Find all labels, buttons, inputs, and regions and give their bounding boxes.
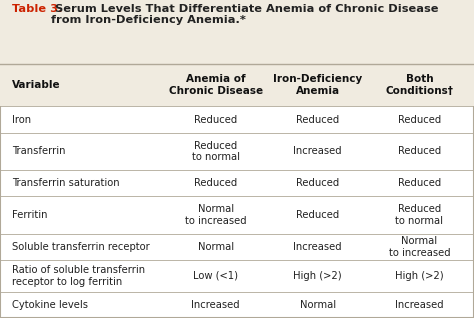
Text: Low (<1): Low (<1) — [193, 271, 238, 281]
Text: Reduced: Reduced — [194, 178, 237, 188]
Text: Increased: Increased — [293, 146, 342, 156]
Text: Soluble transferrin receptor: Soluble transferrin receptor — [12, 242, 150, 252]
Text: Reduced
to normal: Reduced to normal — [191, 141, 240, 162]
Text: Reduced: Reduced — [398, 178, 441, 188]
Text: Increased: Increased — [293, 242, 342, 252]
Text: High (>2): High (>2) — [293, 271, 342, 281]
Text: Reduced: Reduced — [296, 210, 339, 220]
Text: Both
Conditions†: Both Conditions† — [385, 74, 454, 96]
Text: Reduced: Reduced — [296, 114, 339, 125]
Text: Ferritin: Ferritin — [12, 210, 47, 220]
Text: Reduced: Reduced — [296, 178, 339, 188]
Text: Cytokine levels: Cytokine levels — [12, 300, 88, 310]
Text: Iron: Iron — [12, 114, 31, 125]
Text: Anemia of
Chronic Disease: Anemia of Chronic Disease — [169, 74, 263, 96]
Text: Normal: Normal — [198, 242, 234, 252]
Text: Normal: Normal — [300, 300, 336, 310]
Text: Increased: Increased — [191, 300, 240, 310]
Bar — [0, 64, 474, 107]
Text: Variable: Variable — [12, 80, 61, 90]
Text: High (>2): High (>2) — [395, 271, 444, 281]
Bar — [0, 0, 474, 64]
Text: Serum Levels That Differentiate Anemia of Chronic Disease
from Iron-Deficiency A: Serum Levels That Differentiate Anemia o… — [51, 4, 438, 25]
Text: Ratio of soluble transferrin
receptor to log ferritin: Ratio of soluble transferrin receptor to… — [12, 265, 145, 287]
Text: Table 3.: Table 3. — [12, 4, 63, 14]
Text: Increased: Increased — [395, 300, 444, 310]
Text: Transferrin saturation: Transferrin saturation — [12, 178, 119, 188]
Text: Reduced: Reduced — [398, 146, 441, 156]
Text: Transferrin: Transferrin — [12, 146, 65, 156]
Text: Reduced
to normal: Reduced to normal — [395, 204, 444, 226]
Text: Reduced: Reduced — [398, 114, 441, 125]
Text: Iron-Deficiency
Anemia: Iron-Deficiency Anemia — [273, 74, 362, 96]
Text: Normal
to increased: Normal to increased — [389, 236, 450, 258]
Text: Reduced: Reduced — [194, 114, 237, 125]
Text: Normal
to increased: Normal to increased — [185, 204, 246, 226]
